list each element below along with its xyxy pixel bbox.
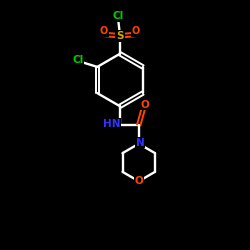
Text: N: N bbox=[136, 138, 144, 147]
Text: S: S bbox=[116, 31, 124, 41]
Text: O: O bbox=[100, 26, 108, 36]
Text: O: O bbox=[132, 26, 140, 36]
Text: O: O bbox=[134, 176, 143, 186]
Text: Cl: Cl bbox=[112, 12, 124, 22]
Text: HN: HN bbox=[102, 119, 120, 129]
Text: O: O bbox=[140, 100, 149, 110]
Text: Cl: Cl bbox=[72, 55, 84, 65]
